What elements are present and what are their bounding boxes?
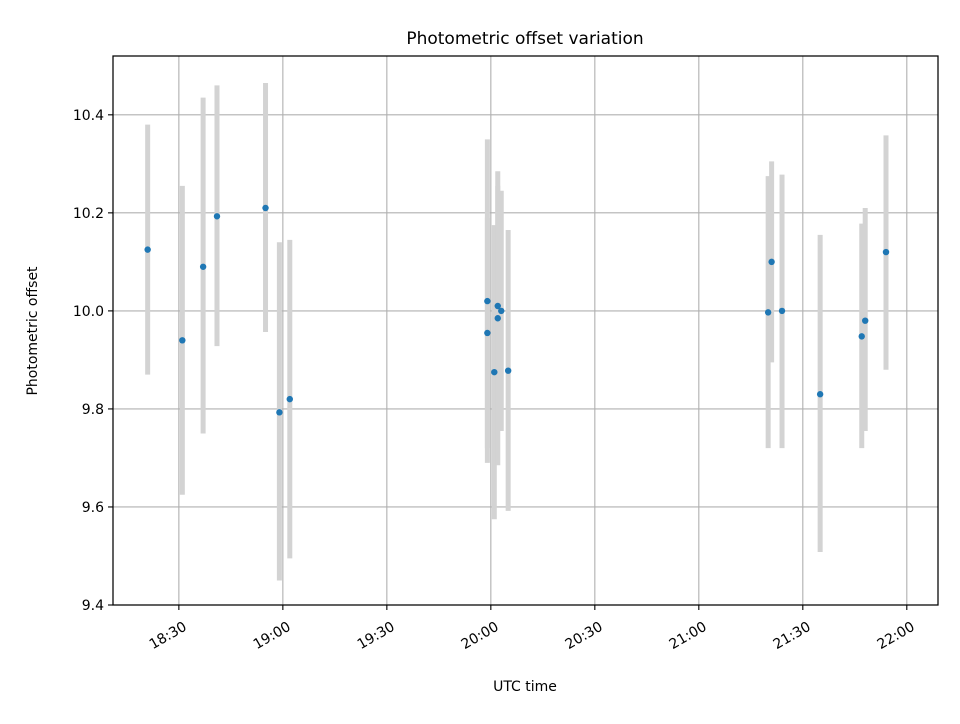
- data-point: [276, 409, 283, 416]
- y-tick-label: 10.0: [73, 304, 104, 320]
- data-point: [882, 248, 890, 256]
- data-point: [504, 367, 512, 374]
- data-point: [491, 368, 498, 376]
- data-point: [778, 307, 786, 315]
- data-point: [179, 337, 186, 344]
- y-tick-label: 9.4: [82, 598, 104, 614]
- y-tick-label: 9.8: [82, 402, 104, 418]
- y-axis-ticks: 9.4 9.6 9.8 10.0 10.2 10.4: [73, 108, 113, 614]
- data-point: [494, 302, 501, 310]
- data-points: [144, 204, 890, 416]
- data-point: [498, 307, 505, 315]
- data-point: [764, 309, 772, 316]
- data-point: [768, 258, 775, 266]
- data-point: [862, 317, 869, 324]
- data-point: [484, 297, 491, 305]
- plot-frame: [112, 55, 939, 606]
- data-point: [286, 395, 293, 403]
- data-point: [199, 263, 207, 270]
- data-point: [144, 246, 151, 253]
- y-axis-label: Photometric offset: [25, 266, 41, 396]
- x-axis-label: UTC time: [493, 679, 557, 695]
- data-point: [858, 333, 865, 340]
- y-tick-label: 10.2: [73, 206, 104, 222]
- y-tick-label: 9.6: [82, 500, 104, 516]
- data-point: [484, 329, 491, 337]
- data-point: [494, 315, 501, 322]
- data-point: [262, 204, 269, 212]
- y-tick-label: 10.4: [73, 108, 104, 124]
- data-point: [816, 391, 824, 398]
- grid-lines: [113, 56, 938, 606]
- chart-title: Photometric offset variation: [406, 29, 643, 49]
- data-point: [213, 213, 221, 220]
